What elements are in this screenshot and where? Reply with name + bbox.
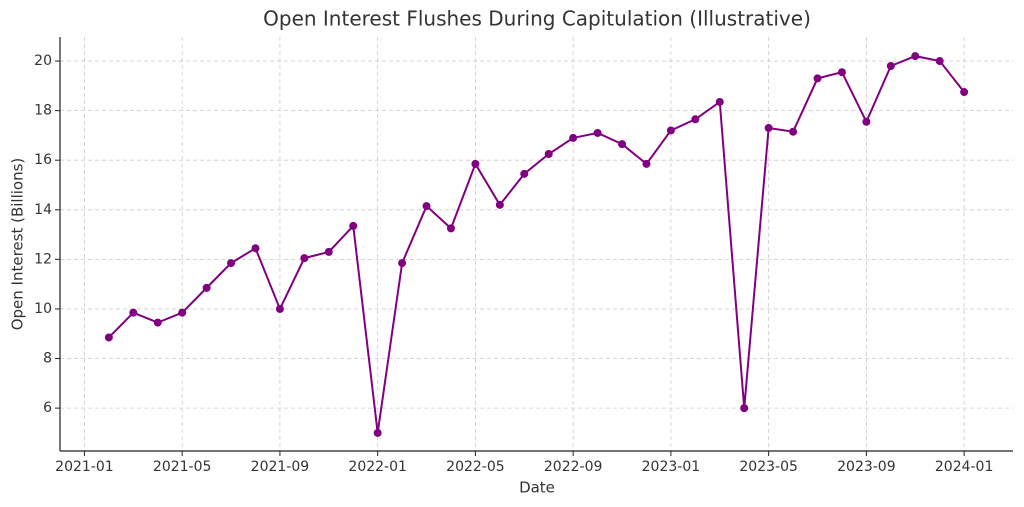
x-tick-label: 2022-05	[446, 459, 505, 475]
data-point	[618, 140, 627, 149]
data-point	[422, 202, 431, 211]
x-tick-label: 2023-05	[739, 459, 798, 475]
data-point	[471, 159, 480, 168]
data-point	[862, 117, 871, 126]
y-tick-label: 14	[34, 202, 52, 218]
data-point	[300, 254, 309, 263]
x-tick-label: 2024-01	[935, 459, 994, 475]
data-point	[593, 128, 602, 137]
x-tick-label: 2021-01	[55, 459, 114, 475]
data-point	[715, 97, 724, 106]
data-point	[691, 115, 700, 124]
y-tick-label: 20	[34, 53, 52, 69]
data-point	[373, 428, 382, 437]
x-axis-label: Date	[519, 479, 555, 497]
data-point	[789, 127, 798, 136]
x-tick-label: 2021-05	[153, 459, 212, 475]
y-tick-label: 6	[43, 400, 52, 416]
data-point	[398, 259, 407, 268]
data-point	[813, 74, 822, 83]
x-tick-label: 2023-09	[837, 459, 896, 475]
x-tick-label: 2022-09	[544, 459, 603, 475]
x-tick-label: 2022-01	[348, 459, 407, 475]
data-point	[153, 318, 162, 327]
data-point	[324, 247, 333, 256]
data-point	[178, 308, 187, 317]
y-axis-label: Open Interest (Billions)	[9, 158, 27, 331]
data-point	[886, 62, 895, 71]
data-point	[520, 169, 529, 178]
data-point	[642, 159, 651, 168]
y-tick-label: 8	[43, 351, 52, 367]
data-point	[764, 123, 773, 132]
data-point	[960, 88, 969, 97]
y-tick-label: 16	[34, 152, 52, 168]
data-point	[104, 333, 113, 342]
y-tick-label: 10	[34, 301, 52, 317]
data-point	[275, 304, 284, 313]
data-point	[349, 221, 358, 230]
data-point	[251, 244, 260, 253]
data-point	[666, 126, 675, 135]
data-point	[569, 133, 578, 142]
data-point	[935, 57, 944, 66]
chart-title: Open Interest Flushes During Capitulatio…	[263, 7, 811, 31]
data-point	[740, 404, 749, 413]
data-point	[837, 68, 846, 77]
data-point	[446, 224, 455, 233]
x-tick-label: 2023-01	[642, 459, 701, 475]
y-tick-label: 18	[34, 103, 52, 119]
data-point	[495, 200, 504, 209]
data-line	[108, 55, 965, 434]
data-point	[544, 150, 553, 159]
data-point	[911, 52, 920, 61]
x-tick-label: 2021-09	[251, 459, 310, 475]
y-tick-label: 12	[34, 251, 52, 267]
data-point	[227, 259, 236, 268]
data-point	[129, 308, 138, 317]
data-point	[202, 283, 211, 292]
